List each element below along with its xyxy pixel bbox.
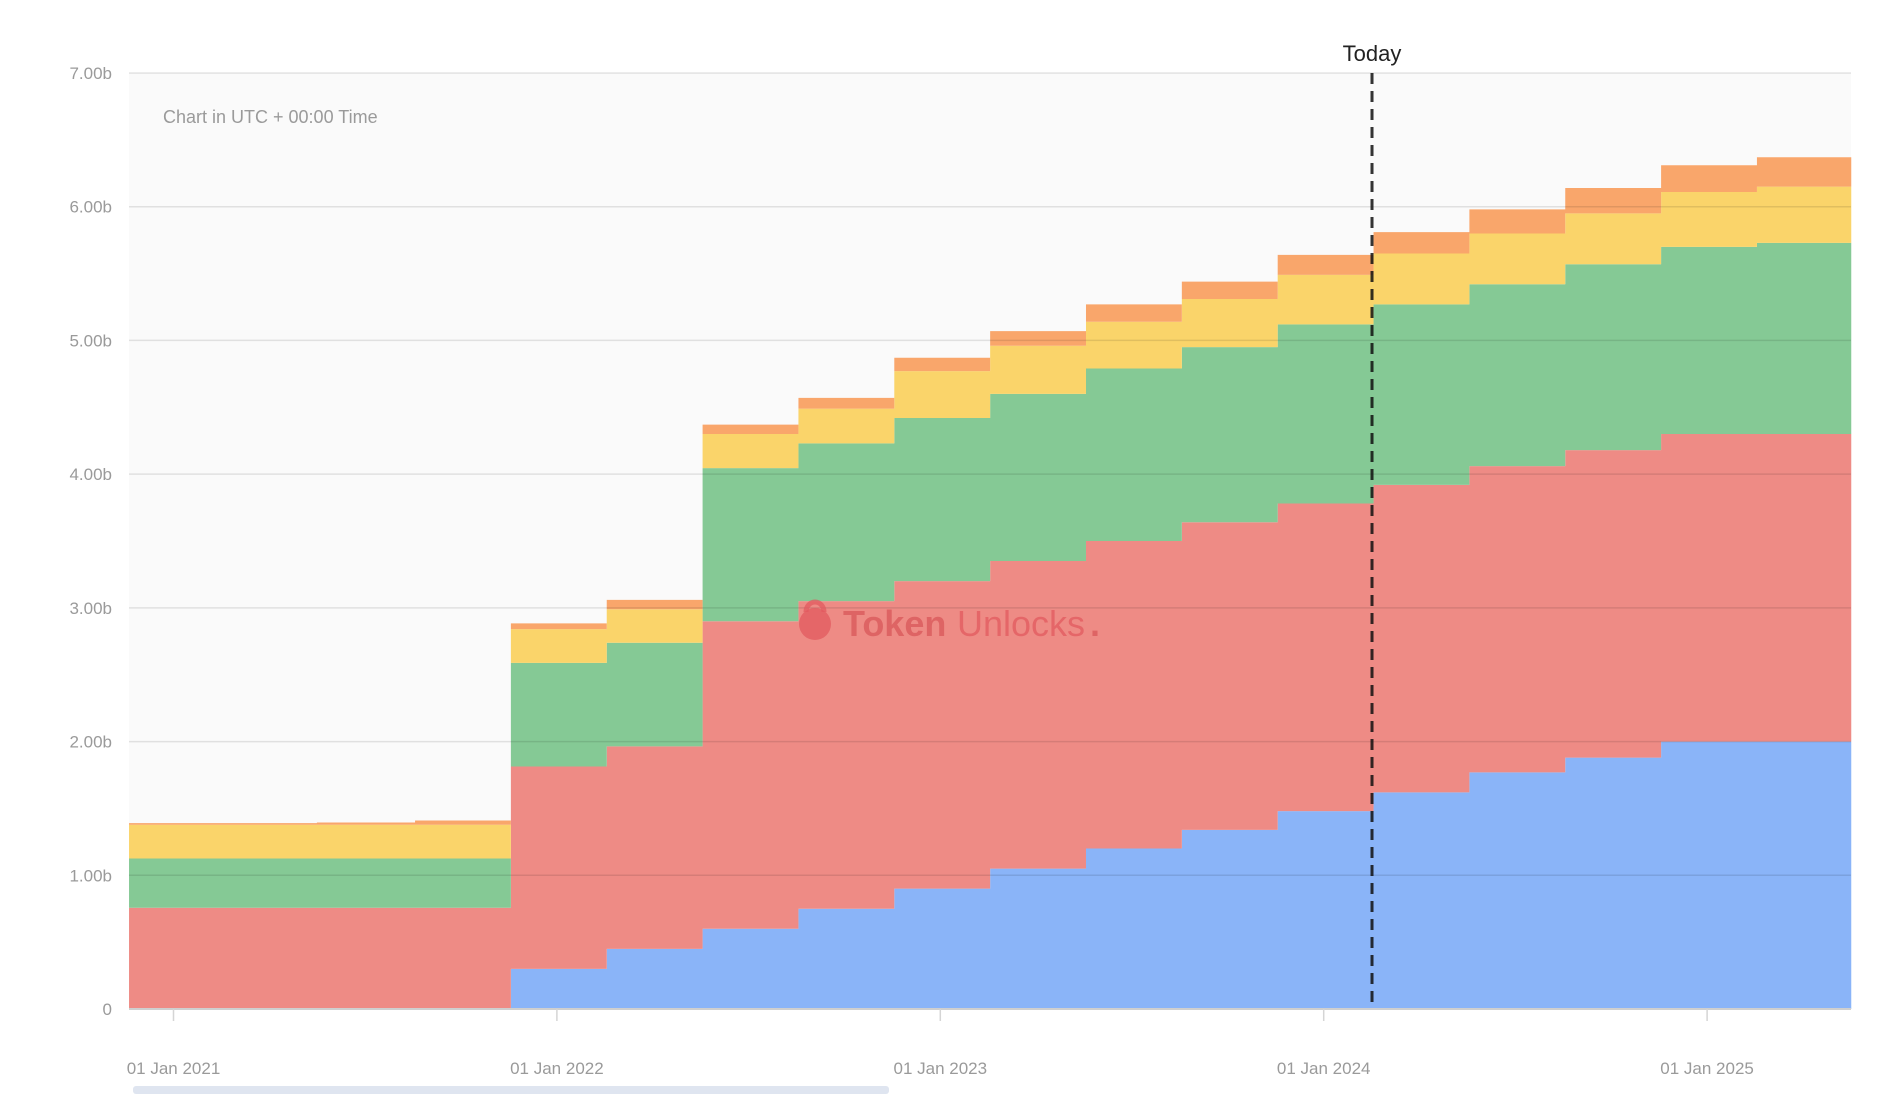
y-axis: 0 1.00b 2.00b 3.00b 4.00b 5.00b 6.00b 7.00b xyxy=(69,64,112,1019)
y-tick-label: 1.00b xyxy=(69,866,112,885)
y-tick-label: 2.00b xyxy=(69,733,112,752)
y-tick-label: 4.00b xyxy=(69,465,112,484)
watermark: Token Unlocks . xyxy=(799,599,1100,644)
watermark-unlocks: Unlocks xyxy=(957,603,1085,644)
x-tick-label: 01 Jan 2024 xyxy=(1277,1059,1371,1078)
watermark-dot: . xyxy=(1090,603,1100,644)
stacked-areas xyxy=(129,157,1852,1009)
today-marker: Today xyxy=(1343,41,1402,1009)
y-tick-label: 6.00b xyxy=(69,198,112,217)
watermark-token: Token xyxy=(843,603,946,644)
today-label: Today xyxy=(1343,41,1402,66)
area-red xyxy=(129,434,1852,1009)
x-tick-label: 01 Jan 2025 xyxy=(1660,1059,1754,1078)
range-scrollbar[interactable] xyxy=(133,1086,889,1094)
lock-icon xyxy=(799,608,831,640)
y-tick-label: 3.00b xyxy=(69,599,112,618)
x-tick-label: 01 Jan 2021 xyxy=(127,1059,221,1078)
y-tick-label: 0 xyxy=(103,1000,112,1019)
gridlines xyxy=(129,72,1851,1010)
x-tick-label: 01 Jan 2022 xyxy=(510,1059,604,1078)
x-axis: 01 Jan 2021 01 Jan 2022 01 Jan 2023 01 Jan … xyxy=(127,1009,1754,1078)
timezone-note: Chart in UTC + 00:00 Time xyxy=(163,107,378,127)
y-tick-label: 7.00b xyxy=(69,64,112,83)
x-tick-label: 01 Jan 2023 xyxy=(894,1059,988,1078)
area-green xyxy=(129,242,1852,908)
y-tick-label: 5.00b xyxy=(69,331,112,350)
area-blue xyxy=(129,741,1852,1009)
